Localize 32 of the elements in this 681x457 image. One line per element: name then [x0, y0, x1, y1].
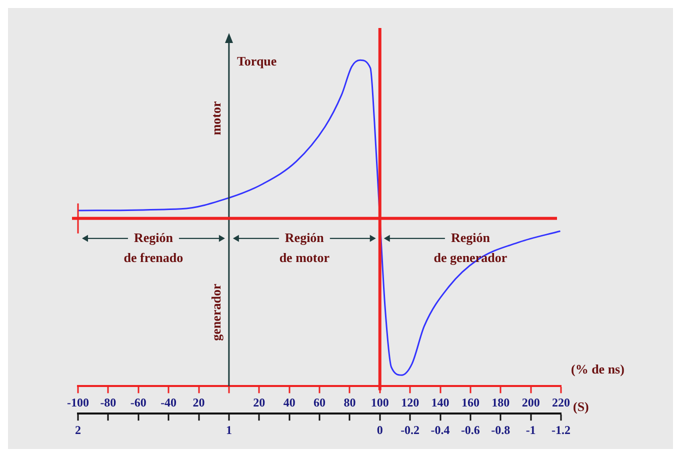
x-axis-title: (% de ns): [571, 362, 624, 377]
x2-tick-label: -0.6: [460, 422, 480, 437]
x-tick-label: 220: [552, 395, 570, 410]
x-tick-label: -60: [130, 395, 146, 410]
x2-tick-label: 2: [75, 422, 81, 437]
x2-tick-label: -0.4: [430, 422, 450, 437]
x-tick-label: 40: [283, 395, 296, 410]
x-tick-label: 160: [461, 395, 480, 410]
x-tick-label: 180: [492, 395, 510, 410]
x2-tick-label: 0: [376, 422, 383, 437]
x-tick-label: 100: [370, 395, 389, 410]
x-tick-label: 20: [253, 395, 266, 410]
x2-tick-label: 1: [226, 422, 232, 437]
x-tick-label: 60: [314, 395, 326, 410]
x-tick-label: 120: [401, 395, 420, 410]
annotation: generador: [208, 284, 224, 341]
x-tick-label: 200: [522, 395, 540, 410]
x-tick-label: -100: [67, 395, 89, 410]
y-axis-title: Torque: [236, 53, 277, 68]
x2-tick-label: -0.8: [491, 422, 510, 437]
x2-axis-title: (S): [573, 398, 589, 414]
x2-tick-label: -0.2: [400, 422, 420, 437]
x2-tick-label: -1.2: [552, 422, 570, 437]
annotation: motor: [208, 101, 224, 136]
x-tick-label: 140: [431, 395, 450, 410]
annotation: Región de frenado: [124, 230, 184, 265]
x-tick-label: 20: [192, 395, 205, 410]
annotation: Región de motor: [279, 230, 330, 265]
x-tick-label: -40: [160, 395, 177, 410]
x-tick-label: -80: [100, 395, 116, 410]
x2-tick-label: -1: [526, 422, 536, 437]
x-tick-label: 80: [344, 395, 356, 410]
